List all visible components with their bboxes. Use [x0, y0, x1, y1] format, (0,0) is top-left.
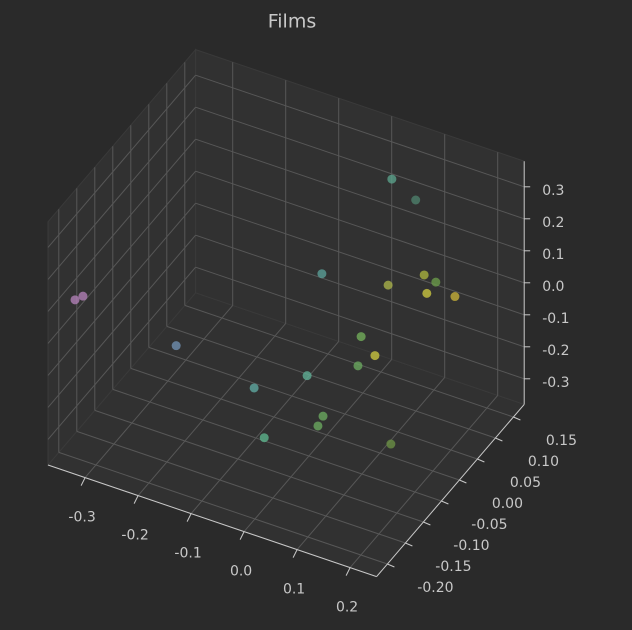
x-tick-label: 0.0: [230, 564, 252, 580]
grid-line: [349, 395, 499, 568]
grid-line: [47, 106, 196, 280]
point: [386, 439, 396, 449]
point: [411, 195, 421, 205]
point: [249, 383, 259, 393]
y-tick-label: -0.20: [417, 580, 453, 596]
y-axis: [376, 404, 525, 577]
tick-mark: [423, 521, 431, 526]
point: [370, 351, 380, 361]
z-tick-label: 0.2: [542, 215, 564, 231]
grid-line: [47, 234, 196, 408]
point: [313, 421, 323, 431]
grid-line: [76, 430, 406, 544]
x-tick-label: 0.2: [336, 600, 358, 616]
grid-line: [47, 266, 196, 440]
grid-line: [148, 346, 478, 460]
point: [387, 174, 397, 184]
tick-mark: [239, 531, 245, 540]
chart-title: Films: [268, 11, 317, 33]
z-tick-label: 0.0: [542, 279, 564, 295]
grid-line: [47, 202, 196, 376]
point: [318, 411, 328, 421]
tick-mark: [405, 542, 413, 547]
grid-line: [130, 367, 460, 481]
y-tick-label: 0.00: [492, 496, 523, 512]
grid-line: [195, 74, 525, 188]
tick-mark: [441, 500, 449, 505]
z-tick-label: 0.3: [542, 183, 564, 199]
y-tick-label: -0.15: [435, 559, 471, 575]
grid-line: [166, 325, 496, 439]
y-tick-label: -0.05: [471, 517, 507, 533]
grid-line: [195, 170, 525, 284]
x-tick-label: -0.2: [121, 528, 148, 544]
point: [356, 332, 366, 342]
point: [317, 269, 327, 279]
grid-line: [84, 305, 234, 478]
point: [419, 270, 429, 280]
tick-mark: [477, 458, 485, 463]
x-tick-label: -0.3: [68, 510, 95, 526]
grid-line: [296, 377, 446, 550]
x-tick-label: 0.1: [283, 582, 305, 598]
tick-mark: [80, 477, 86, 486]
grid-line: [47, 74, 196, 248]
point: [431, 277, 441, 287]
point: [70, 295, 80, 305]
tick-mark: [292, 549, 298, 558]
point: [422, 288, 432, 298]
grid-line: [195, 138, 525, 252]
point: [259, 433, 269, 443]
grid-line: [195, 266, 525, 380]
grid-line: [47, 170, 196, 344]
point: [302, 371, 312, 381]
tick-mark: [513, 416, 521, 421]
grid-line: [190, 341, 340, 514]
point: [353, 361, 363, 371]
x-axis: [47, 464, 377, 578]
y-tick-label: -0.10: [453, 538, 489, 554]
tick-mark: [186, 513, 192, 522]
grid-line: [137, 323, 287, 496]
y-tick-label: 0.15: [546, 433, 577, 449]
tick-mark: [459, 479, 467, 484]
x-tick-label: -0.1: [174, 546, 201, 562]
grid-line: [112, 388, 442, 502]
z-tick-label: -0.2: [542, 343, 569, 359]
tick-mark: [133, 495, 139, 504]
point: [383, 280, 393, 290]
y-tick-label: 0.05: [510, 475, 541, 491]
grid-line: [195, 234, 525, 348]
tick-mark: [495, 437, 503, 442]
grid-line: [58, 451, 388, 565]
grid-line: [195, 202, 525, 316]
grid-line: [195, 106, 525, 220]
z-tick-label: -0.1: [542, 311, 569, 327]
y-tick-label: 0.10: [528, 454, 559, 470]
grid-line: [184, 304, 514, 418]
grid-line: [94, 409, 424, 523]
z-tick-label: -0.3: [542, 375, 569, 391]
grid-line: [243, 359, 393, 532]
tick-mark: [345, 567, 351, 576]
tick-mark: [387, 563, 395, 568]
point: [450, 292, 460, 302]
grid-line: [47, 138, 196, 312]
z-tick-label: 0.1: [542, 247, 564, 263]
point: [171, 341, 181, 351]
point: [78, 291, 88, 301]
